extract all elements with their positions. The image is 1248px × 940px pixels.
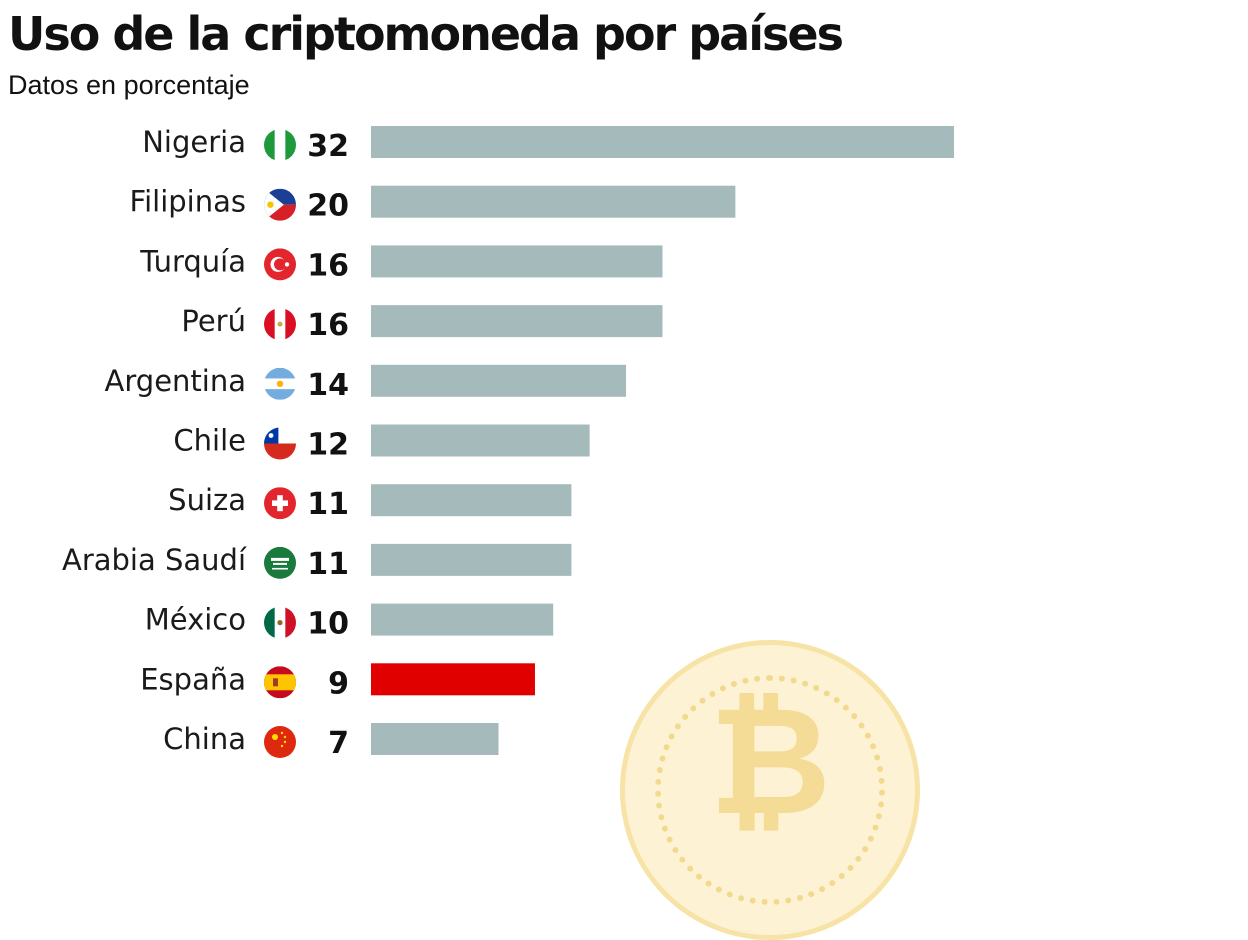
bar-row: Nigeria 32	[142, 125, 954, 164]
category-label: Chile	[173, 424, 246, 458]
value-label: 7	[328, 726, 349, 761]
value-label: 16	[307, 248, 349, 283]
value-label: 20	[307, 189, 349, 224]
bar-row: Perú 16	[181, 304, 663, 343]
value-label: 16	[307, 308, 349, 343]
value-label: 12	[307, 428, 349, 463]
bar-row: España 9	[140, 662, 535, 701]
bar	[371, 484, 572, 517]
value-label: 9	[328, 666, 349, 701]
bar	[371, 245, 663, 278]
saudi-arabia-flag-icon	[264, 546, 296, 579]
category-label: México	[145, 603, 246, 637]
bar-row: Chile 12	[173, 424, 590, 463]
bar-row: Filipinas 20	[130, 185, 736, 224]
bar-row: China 7	[163, 722, 499, 761]
bar	[371, 364, 627, 397]
bar	[371, 185, 736, 218]
bar-row: México 10	[145, 603, 554, 642]
value-label: 10	[307, 607, 349, 642]
category-label: Turquía	[139, 244, 246, 278]
chart-subtitle: Datos en porcentaje	[8, 70, 250, 100]
value-label: 11	[307, 547, 349, 582]
bar-row: Arabia Saudí 11	[62, 543, 572, 582]
chile-flag-icon	[264, 427, 296, 460]
category-label: España	[140, 662, 246, 696]
switzerland-flag-icon	[264, 487, 296, 520]
bar	[371, 543, 572, 576]
category-label: Arabia Saudí	[62, 543, 247, 577]
bar	[371, 126, 954, 158]
china-flag-icon	[264, 726, 296, 758]
category-label: China	[163, 722, 246, 756]
category-label: Suiza	[168, 483, 246, 517]
value-label: 11	[307, 487, 349, 522]
bar-chart: Nigeria 32 Filipinas 20 Turquía 16 Perú 16 Argen…	[62, 125, 954, 761]
peru-flag-icon	[264, 308, 296, 341]
bar	[371, 663, 535, 696]
bar-row: Turquía 16	[139, 244, 663, 283]
chart-title: Uso de la criptomoneda por países	[8, 7, 844, 61]
mexico-flag-icon	[264, 606, 296, 639]
bar	[371, 723, 499, 755]
value-label: 14	[307, 368, 349, 403]
category-label: Argentina	[105, 364, 246, 398]
bar-row: Argentina 14	[105, 364, 627, 403]
philippines-flag-icon	[264, 188, 296, 221]
bar	[371, 305, 663, 338]
category-label: Perú	[181, 304, 246, 338]
spain-flag-icon	[264, 666, 296, 699]
category-label: Nigeria	[142, 125, 246, 159]
bar	[371, 603, 554, 636]
bar-row: Suiza 11	[168, 483, 572, 522]
argentina-flag-icon	[264, 367, 296, 400]
nigeria-flag-icon	[264, 129, 296, 161]
turkey-flag-icon	[264, 248, 296, 281]
category-label: Filipinas	[130, 185, 246, 219]
bar	[371, 424, 590, 457]
value-label: 32	[307, 129, 349, 164]
